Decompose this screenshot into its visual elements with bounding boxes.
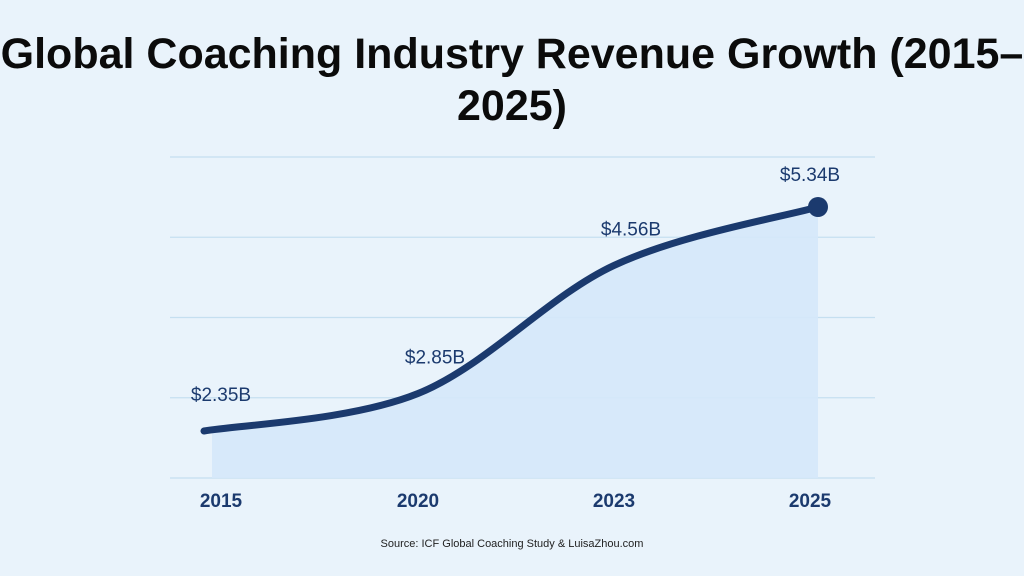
x-tick-label: 2025 bbox=[789, 491, 832, 512]
series-line bbox=[200, 203, 822, 435]
chart-title: Global Coaching Industry Revenue Growth … bbox=[0, 30, 1024, 130]
data-label: $4.56B bbox=[601, 219, 661, 240]
data-label: $5.34B bbox=[780, 165, 840, 186]
area-fill bbox=[204, 207, 818, 478]
data-label: $2.35B bbox=[191, 385, 251, 406]
x-tick-label: 2020 bbox=[397, 491, 439, 512]
x-tick-label: 2023 bbox=[593, 491, 635, 512]
end-point-marker bbox=[808, 197, 828, 217]
data-label: $2.85B bbox=[405, 348, 465, 369]
source-note: Source: ICF Global Coaching Study & Luis… bbox=[380, 538, 644, 550]
x-tick-label: 2015 bbox=[200, 491, 243, 512]
